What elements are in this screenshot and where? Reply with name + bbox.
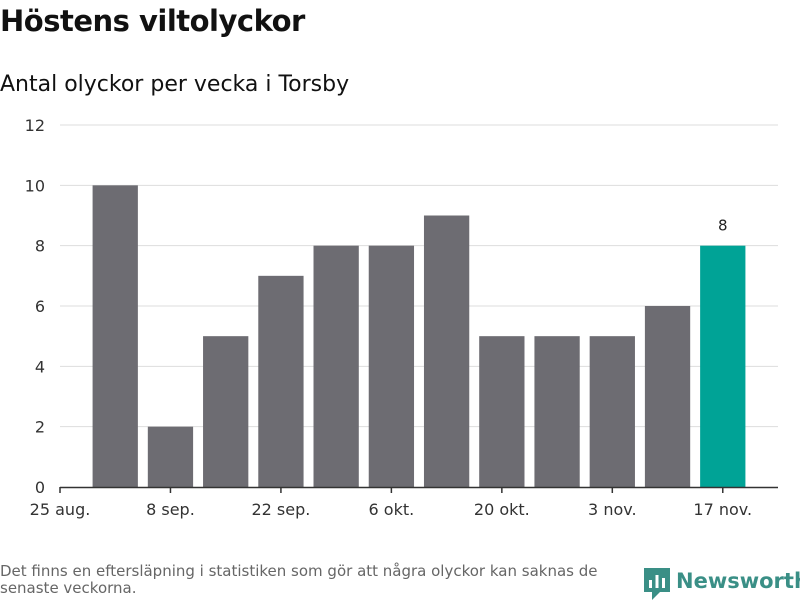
bar bbox=[644, 306, 691, 487]
x-tick-label: 25 aug. bbox=[30, 500, 91, 519]
bar-chart: 0 2 4 6 8 10 12 8 25 aug. 8 sep. 22 sep. 6 okt. 20 o… bbox=[25, 116, 778, 519]
bar bbox=[258, 275, 304, 487]
x-tick-label: 22 sep. bbox=[251, 500, 310, 519]
data-label: 8 bbox=[718, 217, 728, 235]
bar bbox=[368, 245, 415, 487]
x-tick-label: 6 okt. bbox=[369, 500, 415, 519]
x-tick-label: 20 okt. bbox=[474, 500, 530, 519]
y-tick-label: 6 bbox=[35, 297, 45, 316]
newsworthy-logo-icon bbox=[644, 568, 670, 600]
x-tick-label: 3 nov. bbox=[588, 500, 637, 519]
x-tick-label: 8 sep. bbox=[146, 500, 195, 519]
y-tick-label: 4 bbox=[35, 357, 45, 376]
bar bbox=[534, 336, 580, 487]
y-tick-label: 8 bbox=[35, 237, 45, 256]
brand-name: Newsworthy bbox=[676, 569, 800, 593]
y-tick-label: 2 bbox=[35, 418, 45, 437]
y-tick-label: 10 bbox=[25, 176, 45, 195]
bar bbox=[423, 215, 470, 487]
chart-title: Höstens viltolyckor bbox=[0, 4, 305, 38]
bar bbox=[313, 245, 359, 487]
bar bbox=[92, 185, 138, 488]
bar bbox=[147, 426, 194, 487]
bar bbox=[203, 336, 249, 487]
footnote: Det finns en eftersläpning i statistiken… bbox=[0, 562, 598, 597]
bar-highlight bbox=[700, 245, 746, 487]
y-tick-label: 0 bbox=[35, 478, 45, 497]
bar bbox=[479, 336, 525, 487]
chart-subtitle: Antal olyckor per vecka i Torsby bbox=[0, 72, 350, 97]
y-tick-label: 12 bbox=[25, 116, 45, 135]
brand-logo[interactable]: Newsworthy bbox=[644, 568, 800, 600]
x-tick-label: 17 nov. bbox=[693, 500, 752, 519]
bar bbox=[589, 336, 635, 487]
